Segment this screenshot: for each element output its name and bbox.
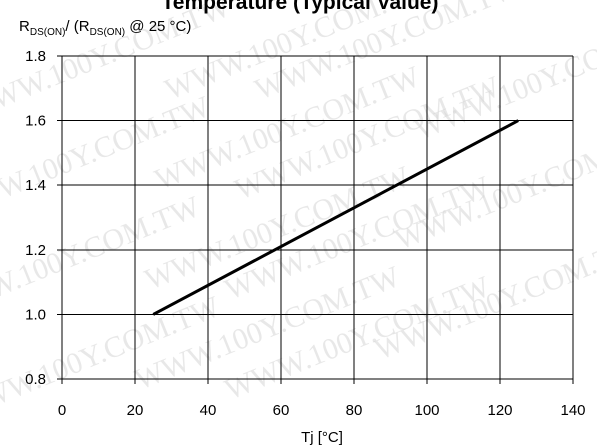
y-axis-title-sub2: DS(ON) xyxy=(90,27,126,38)
y-tick-label: 1.0 xyxy=(25,306,46,323)
y-axis-title: RDS(ON)/ (RDS(ON) @ 25 °C) xyxy=(19,18,191,38)
y-axis-title-r1: R xyxy=(19,18,30,35)
series-layer xyxy=(152,119,519,316)
y-axis-title-mid: / (R xyxy=(65,18,89,35)
y-tick-label: 1.6 xyxy=(25,113,46,130)
y-tick-label: 0.8 xyxy=(25,371,46,388)
tick-labels: 0 20 40 60 80 100 120 140 0.8 1.0 1.2 1.4 1.6 1.8 xyxy=(25,48,585,419)
x-tick-label: 20 xyxy=(127,402,144,419)
y-tick-label: 1.2 xyxy=(25,242,46,259)
y-tick-label: 1.4 xyxy=(25,177,46,194)
x-tick-label: 40 xyxy=(200,402,217,419)
series-line xyxy=(152,119,519,316)
x-tick-label: 0 xyxy=(58,402,66,419)
x-tick-label: 120 xyxy=(487,402,512,419)
chart-title: Temperature (Typical Value) xyxy=(162,0,439,14)
x-tick-label: 140 xyxy=(560,402,585,419)
y-tick-label: 1.8 xyxy=(25,48,46,65)
y-axis-title-tail: @ 25 °C) xyxy=(125,18,191,35)
y-axis-title-sub1: DS(ON) xyxy=(30,27,66,38)
x-tick-label: 80 xyxy=(346,402,363,419)
x-tick-label: 60 xyxy=(273,402,290,419)
x-tick-label: 100 xyxy=(414,402,439,419)
x-axis-title: Tj [°C] xyxy=(301,429,343,446)
grid-layer xyxy=(57,55,574,384)
